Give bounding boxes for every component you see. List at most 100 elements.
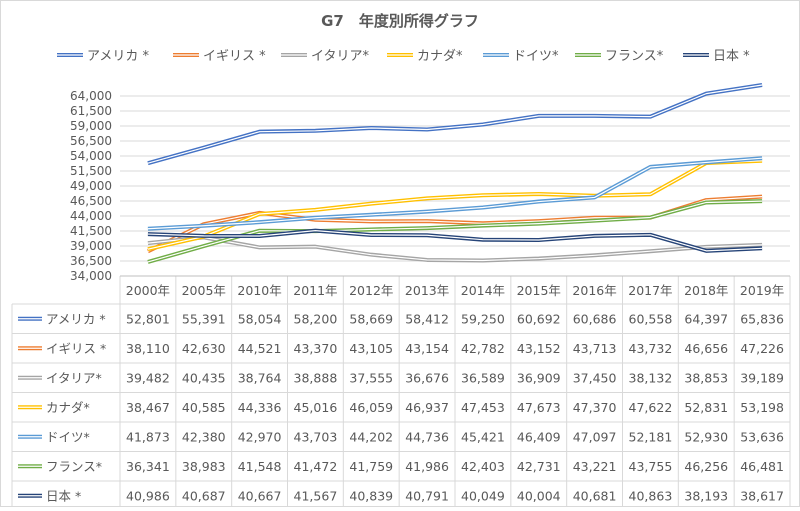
data-cell: 47,370 [573, 400, 617, 415]
data-cell: 53,198 [740, 400, 784, 415]
data-cell: 43,152 [517, 341, 561, 356]
table-row: フランス* 36,341 38,983 41,548 41,472 41,759 41,98… [18, 459, 784, 474]
data-cell: 38,617 [740, 488, 784, 503]
row-series-label: カナダ* [46, 400, 90, 415]
category-label: 2018年 [684, 283, 728, 298]
series-line-highlight-4 [147, 157, 763, 230]
category-label: 2016年 [572, 283, 616, 298]
table-row: 日本 * 40,986 40,687 40,667 41,567 40,839 40,791… [18, 488, 784, 503]
category-label: 2010年 [237, 283, 281, 298]
data-cell: 46,409 [517, 429, 561, 444]
data-cell: 41,759 [349, 459, 393, 474]
data-cell: 43,713 [573, 341, 617, 356]
data-cell: 44,521 [238, 341, 282, 356]
data-cell: 40,687 [182, 488, 226, 503]
y-tick-label: 36,500 [70, 254, 112, 268]
data-cell: 47,622 [629, 400, 673, 415]
category-label: 2012年 [349, 283, 393, 298]
data-cell: 46,937 [405, 400, 449, 415]
y-tick-label: 34,000 [70, 269, 112, 283]
y-axis: 64,00061,50059,00056,50054,00051,50049,0… [70, 89, 112, 283]
data-cell: 43,755 [629, 459, 673, 474]
category-label: 2013年 [405, 283, 449, 298]
data-cell: 52,930 [684, 429, 728, 444]
y-tick-label: 56,500 [70, 134, 112, 148]
data-cell: 40,863 [629, 488, 673, 503]
data-cell: 52,831 [684, 400, 728, 415]
row-series-label: ドイツ* [46, 429, 90, 444]
table-row: アメリカ * 52,801 55,391 58,054 58,200 58,669 58,4… [18, 311, 784, 326]
data-cell: 60,692 [517, 311, 561, 326]
legend-label: フランス* [605, 49, 664, 64]
y-tick-label: 64,000 [70, 89, 112, 103]
data-cell: 59,250 [461, 311, 505, 326]
data-cell: 36,676 [405, 370, 449, 385]
category-label: 2005年 [182, 283, 226, 298]
legend-label: ドイツ* [513, 49, 559, 64]
data-cell: 42,380 [182, 429, 226, 444]
data-cell: 38,467 [126, 400, 170, 415]
data-cell: 58,412 [405, 311, 449, 326]
data-cell: 40,585 [182, 400, 226, 415]
series-line-highlight-0 [147, 84, 763, 164]
data-cell: 47,226 [740, 341, 784, 356]
data-cell: 47,673 [517, 400, 561, 415]
data-cell: 41,986 [405, 459, 449, 474]
row-series-label: イギリス * [46, 341, 106, 356]
legend-item: ドイツ* [483, 49, 559, 64]
data-cell: 55,391 [182, 311, 226, 326]
data-cell: 47,453 [461, 400, 505, 415]
data-cell: 40,667 [238, 488, 282, 503]
data-cell: 42,630 [182, 341, 226, 356]
data-cell: 43,221 [573, 459, 617, 474]
legend-label: カナダ* [417, 49, 463, 64]
row-series-label: イタリア* [46, 370, 102, 385]
series-lines [147, 83, 763, 264]
table-row: カナダ* 38,467 40,585 44,336 45,016 46,059 46,937… [18, 400, 784, 415]
row-series-label: アメリカ * [46, 311, 106, 326]
data-cell: 38,853 [684, 370, 728, 385]
legend: アメリカ * イギリス * イタリア* カナダ* ドイツ* フランス* 日本 * [57, 49, 750, 64]
data-cell: 65,836 [740, 311, 784, 326]
category-label: 2019年 [740, 283, 784, 298]
legend-item: 日本 * [683, 49, 750, 64]
y-tick-label: 46,500 [70, 194, 112, 208]
legend-item: カナダ* [387, 49, 463, 64]
legend-item: フランス* [575, 49, 664, 64]
data-cell: 39,189 [740, 370, 784, 385]
category-label: 2014年 [461, 283, 505, 298]
data-cell: 43,370 [294, 341, 338, 356]
data-cell: 44,336 [238, 400, 282, 415]
data-cell: 36,909 [517, 370, 561, 385]
data-cell: 40,791 [405, 488, 449, 503]
data-cell: 41,472 [294, 459, 338, 474]
data-cell: 37,555 [349, 370, 393, 385]
y-tick-label: 44,000 [70, 209, 112, 223]
data-cell: 38,110 [126, 341, 170, 356]
data-cell: 36,341 [126, 459, 170, 474]
data-cell: 41,548 [238, 459, 282, 474]
legend-item: イタリア* [281, 49, 369, 64]
data-cell: 58,669 [349, 311, 393, 326]
data-cell: 38,983 [182, 459, 226, 474]
data-cell: 60,558 [629, 311, 673, 326]
legend-label: 日本 * [713, 49, 750, 64]
table-row: イギリス * 38,110 42,630 44,521 43,370 43,105 43,1… [18, 341, 784, 356]
data-cell: 44,202 [349, 429, 393, 444]
y-tick-label: 39,000 [70, 239, 112, 253]
data-cell: 40,049 [461, 488, 505, 503]
legend-item: アメリカ * [57, 49, 149, 64]
data-cell: 44,736 [405, 429, 449, 444]
data-cell: 38,764 [238, 370, 282, 385]
data-cell: 38,132 [629, 370, 673, 385]
data-cell: 38,193 [684, 488, 728, 503]
data-cell: 46,481 [740, 459, 784, 474]
legend-label: イギリス * [203, 49, 266, 64]
series-line-highlight-3 [147, 160, 763, 250]
data-cell: 47,097 [573, 429, 617, 444]
data-cell: 42,403 [461, 459, 505, 474]
legend-label: イタリア* [311, 49, 369, 64]
data-cell: 36,589 [461, 370, 505, 385]
